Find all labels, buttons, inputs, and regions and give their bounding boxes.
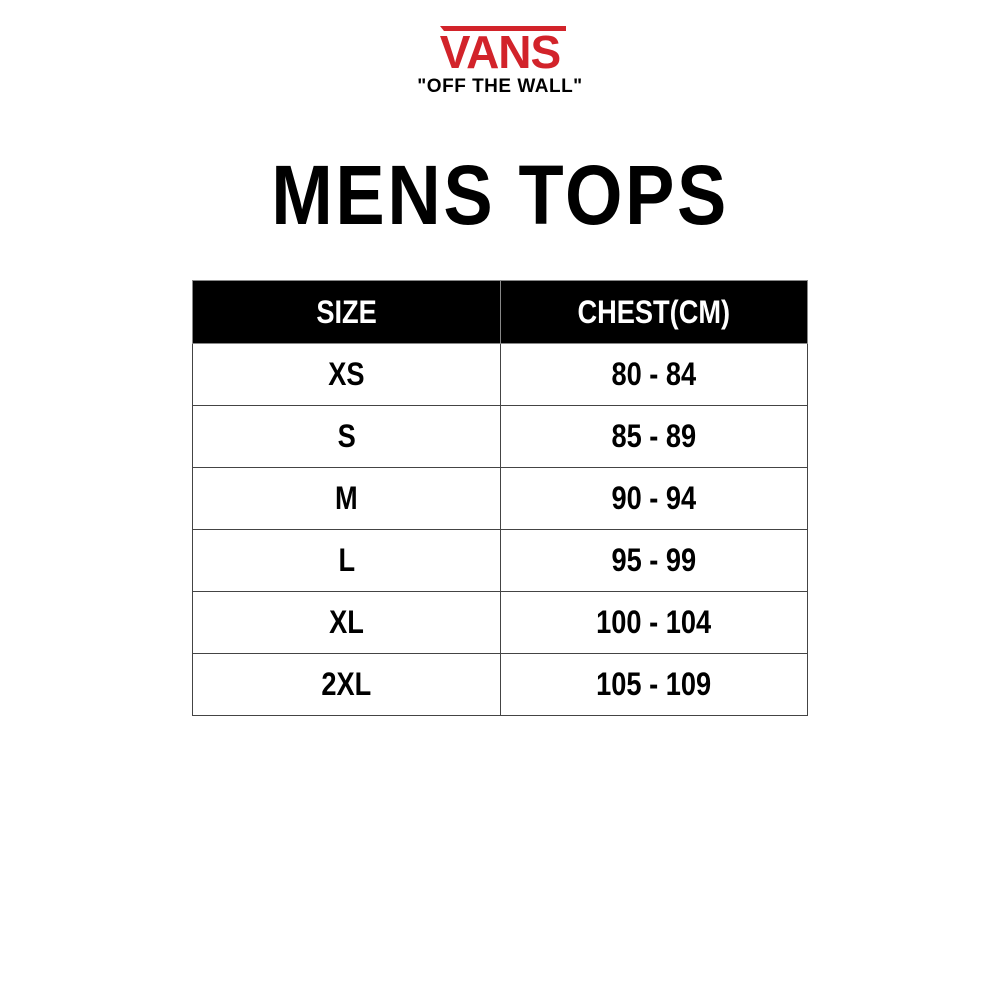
chest-cell: 85 - 89 xyxy=(500,405,808,468)
page-title: MENS TOPS xyxy=(271,148,729,242)
size-cell: L xyxy=(192,529,501,592)
table-row: XS 80 - 84 xyxy=(192,343,808,406)
svg-text:VANS: VANS xyxy=(440,26,560,78)
size-cell: M xyxy=(192,467,501,530)
size-chart-table: SIZE CHEST(CM) XS 80 - 84 S 85 - 89 M 90 - … xyxy=(192,280,808,716)
size-cell: XL xyxy=(192,591,501,654)
header-chest: CHEST(CM) xyxy=(500,280,808,344)
chest-cell: 90 - 94 xyxy=(500,467,808,530)
table-row: L 95 - 99 xyxy=(192,529,808,592)
size-cell: 2XL xyxy=(192,653,501,716)
size-cell: S xyxy=(192,405,501,468)
chest-cell: 80 - 84 xyxy=(500,343,808,406)
vans-logo: VANS xyxy=(440,26,566,78)
table-row: XL 100 - 104 xyxy=(192,591,808,654)
table-header-row: SIZE CHEST(CM) xyxy=(192,280,808,344)
brand-tagline: "OFF THE WALL" xyxy=(417,76,583,97)
chest-cell: 100 - 104 xyxy=(500,591,808,654)
header-size: SIZE xyxy=(192,280,501,344)
table-row: M 90 - 94 xyxy=(192,467,808,530)
table-row: 2XL 105 - 109 xyxy=(192,653,808,716)
table-row: S 85 - 89 xyxy=(192,405,808,468)
chest-cell: 105 - 109 xyxy=(500,653,808,716)
size-cell: XS xyxy=(192,343,501,406)
chest-cell: 95 - 99 xyxy=(500,529,808,592)
